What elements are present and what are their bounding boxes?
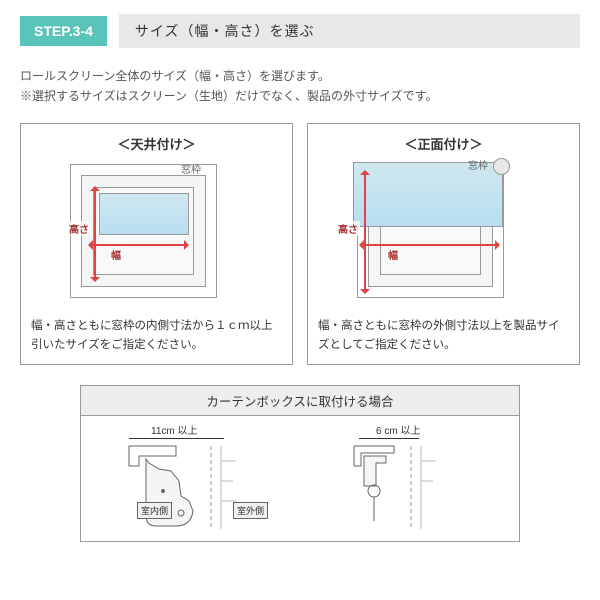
desc-line1: ロールスクリーン全体のサイズ（幅・高さ）を選びます。 — [20, 66, 580, 86]
panels-row: ＜天井付け＞ 窓枠 高さ 幅 幅・高さともに窓枠の内側寸法から１ｃｍ以上引いたサ… — [20, 123, 580, 365]
curtain-box-diagram: 11cm 以上 室内側 室外側 6 cm 以上 — [81, 416, 519, 541]
width-label: 幅 — [109, 247, 123, 262]
dim-line-left — [129, 438, 224, 439]
bracket-right-icon — [346, 441, 496, 536]
blind-icon — [99, 193, 189, 235]
panel-face: ＜正面付け＞ 窓枠 高さ 幅 幅・高さともに窓枠の外側寸法以上を製品サイズとして… — [307, 123, 580, 365]
width-arrow — [362, 244, 497, 246]
desc-line2: ※選択するサイズはスクリーン（生地）だけでなく、製品の外寸サイズです。 — [20, 86, 580, 106]
height-label: 高さ — [336, 221, 360, 236]
roll-icon — [493, 158, 510, 175]
width-arrow — [91, 244, 186, 246]
face-diagram: 窓枠 高さ 幅 — [318, 159, 569, 309]
frame-label: 窓枠 — [181, 161, 201, 176]
frame-label: 窓枠 — [468, 157, 488, 172]
curtain-box-title: カーテンボックスに取付ける場合 — [81, 386, 519, 416]
dim-line-right — [359, 438, 419, 439]
outside-label: 室外側 — [233, 502, 268, 519]
width-label: 幅 — [386, 247, 400, 262]
height-label: 高さ — [67, 221, 91, 236]
panel-ceiling: ＜天井付け＞ 窓枠 高さ 幅 幅・高さともに窓枠の内側寸法から１ｃｍ以上引いたサ… — [20, 123, 293, 365]
step-header: STEP.3-4 サイズ（幅・高さ）を選ぶ — [20, 14, 580, 48]
dim-right: 6 cm 以上 — [376, 422, 420, 437]
dim-left: 11cm 以上 — [151, 422, 198, 437]
panel-face-title: ＜正面付け＞ — [318, 134, 569, 153]
description: ロールスクリーン全体のサイズ（幅・高さ）を選びます。 ※選択するサイズはスクリー… — [20, 66, 580, 107]
height-arrow — [364, 173, 366, 291]
face-caption: 幅・高さともに窓枠の外側寸法以上を製品サイズとしてご指定ください。 — [318, 317, 569, 356]
ceiling-diagram: 窓枠 高さ 幅 — [31, 159, 282, 309]
height-arrow — [94, 189, 96, 279]
step-title: サイズ（幅・高さ）を選ぶ — [119, 14, 580, 48]
curtain-box-panel: カーテンボックスに取付ける場合 11cm 以上 室内側 室外側 6 cm 以上 — [80, 385, 520, 542]
step-badge: STEP.3-4 — [20, 16, 107, 46]
panel-ceiling-title: ＜天井付け＞ — [31, 134, 282, 153]
bracket-left-icon — [121, 441, 251, 536]
inside-label: 室内側 — [137, 502, 172, 519]
ceiling-caption: 幅・高さともに窓枠の内側寸法から１ｃｍ以上引いたサイズをご指定ください。 — [31, 317, 282, 356]
